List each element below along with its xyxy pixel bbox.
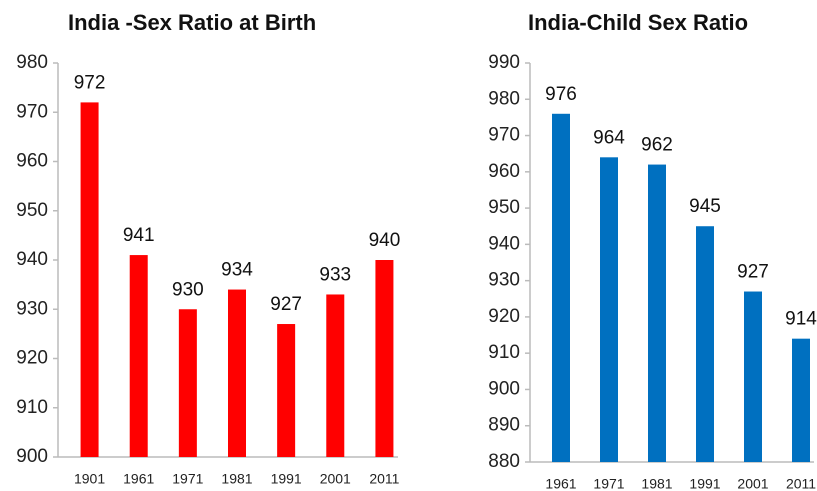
y-tick-label: 910 — [16, 397, 48, 418]
bar — [744, 291, 762, 462]
bar — [277, 324, 296, 457]
value-label: 933 — [319, 264, 351, 285]
value-label: 927 — [737, 262, 769, 283]
y-tick-label: 980 — [16, 52, 48, 73]
x-tick-label: 2011 — [786, 476, 816, 491]
y-tick-label: 990 — [488, 52, 520, 73]
value-label: 945 — [689, 196, 721, 217]
x-tick-label: 1961 — [123, 471, 154, 487]
bar — [792, 338, 810, 462]
x-tick-label: 1901 — [74, 471, 105, 487]
y-tick-label: 920 — [16, 348, 48, 369]
y-tick-label: 940 — [16, 249, 48, 270]
value-label: 940 — [369, 230, 401, 251]
y-tick-label: 890 — [488, 415, 520, 436]
chart-title: India -Sex Ratio at Birth — [68, 10, 316, 35]
y-tick-label: 900 — [488, 378, 520, 399]
bar — [600, 157, 618, 463]
value-label: 930 — [172, 279, 204, 300]
y-tick-label: 960 — [16, 151, 48, 172]
y-tick-label: 970 — [488, 125, 520, 146]
x-tick-label: 1981 — [221, 471, 252, 487]
bar — [228, 289, 246, 457]
y-tick-label: 920 — [488, 306, 520, 327]
y-tick-label: 950 — [16, 200, 48, 221]
bar — [326, 294, 345, 457]
x-tick-label: 1971 — [172, 471, 203, 487]
bar — [648, 164, 666, 462]
value-label: 914 — [785, 309, 817, 330]
bar — [178, 309, 197, 457]
x-tick-label: 1961 — [545, 476, 576, 491]
bar — [696, 226, 714, 462]
y-tick-label: 900 — [16, 446, 48, 467]
y-tick-label: 910 — [488, 342, 520, 363]
bar — [375, 260, 394, 457]
bar — [129, 255, 148, 457]
value-label: 976 — [545, 84, 577, 105]
value-label: 972 — [74, 72, 106, 93]
x-tick-label: 2001 — [737, 476, 768, 491]
chart-title: India-Child Sex Ratio — [528, 10, 748, 35]
y-tick-label: 970 — [16, 101, 48, 122]
y-tick-label: 930 — [16, 298, 48, 319]
x-tick-label: 1971 — [593, 476, 624, 491]
y-tick-label: 940 — [488, 233, 520, 254]
value-label: 941 — [123, 225, 155, 246]
x-tick-label: 2011 — [369, 471, 399, 487]
x-tick-label: 2001 — [320, 471, 351, 487]
value-label: 964 — [593, 127, 625, 148]
y-tick-label: 960 — [488, 161, 520, 182]
x-tick-label: 1991 — [271, 471, 302, 487]
x-tick-label: 1981 — [641, 476, 672, 491]
y-tick-label: 980 — [488, 88, 520, 109]
y-tick-label: 930 — [488, 270, 520, 291]
value-label: 927 — [270, 294, 302, 315]
x-tick-label: 1991 — [689, 476, 720, 491]
y-tick-label: 950 — [488, 197, 520, 218]
bar — [552, 113, 570, 463]
value-label: 934 — [221, 260, 253, 281]
value-label: 962 — [641, 135, 673, 156]
y-tick-label: 880 — [488, 451, 520, 472]
bar — [80, 102, 99, 458]
